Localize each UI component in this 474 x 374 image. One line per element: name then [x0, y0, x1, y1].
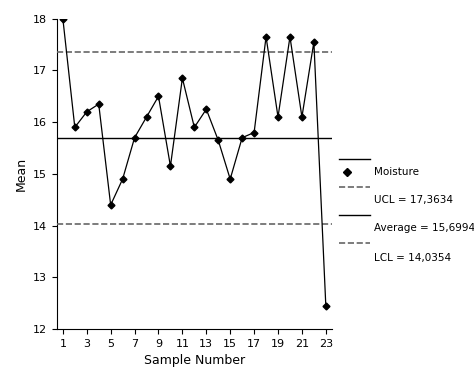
- Text: LCL = 14,0354: LCL = 14,0354: [374, 253, 452, 263]
- Y-axis label: Mean: Mean: [15, 157, 27, 191]
- Text: UCL = 17,3634: UCL = 17,3634: [374, 195, 454, 205]
- Text: Average = 15,6994: Average = 15,6994: [374, 223, 474, 233]
- X-axis label: Sample Number: Sample Number: [144, 355, 245, 367]
- Text: Moisture: Moisture: [374, 167, 419, 177]
